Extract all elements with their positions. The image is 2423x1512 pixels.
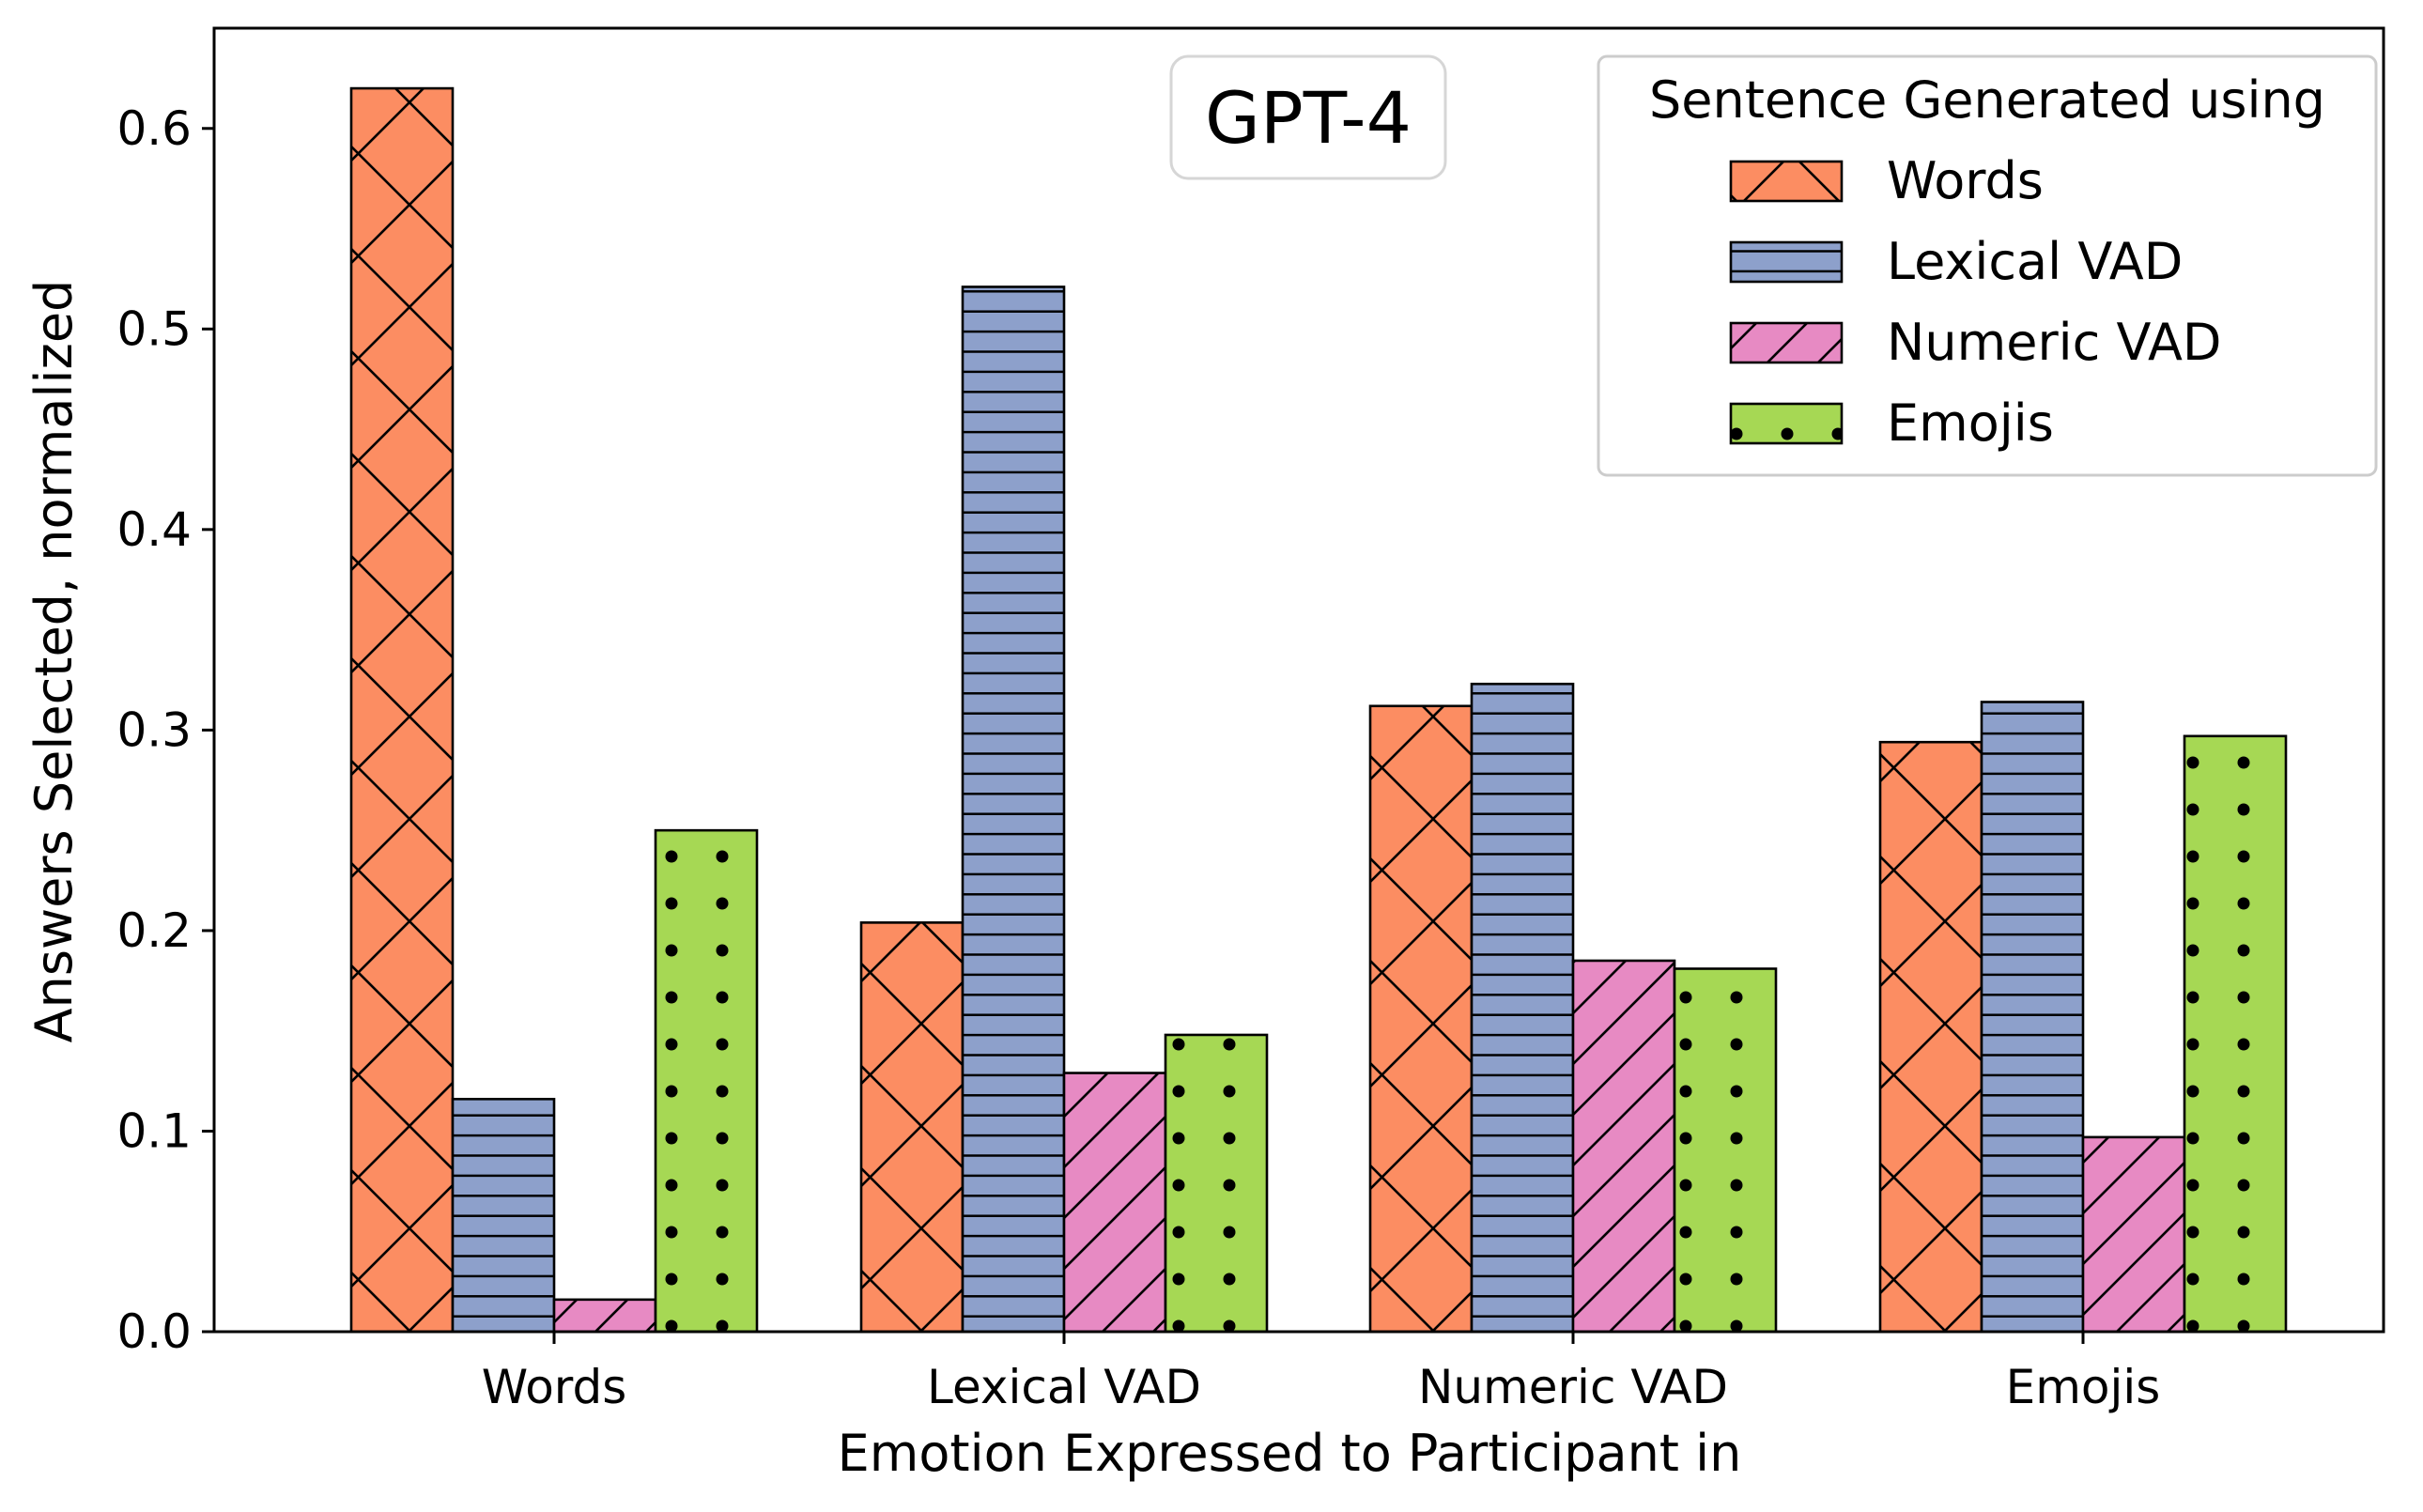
bar-numeric-vad-words: [552, 1298, 657, 1334]
annotation-text: GPT-4: [1205, 76, 1412, 160]
y-axis-label: Answers Selected, normalized: [24, 280, 84, 1043]
plot-frame: [212, 26, 2385, 1334]
legend-label-words: Words: [1887, 151, 2044, 210]
x-tick-label: Words: [482, 1360, 627, 1414]
x-axis-label: Emotion Expressed to Participant in: [838, 1424, 1742, 1483]
bar-words-numeric-vad: [1368, 704, 1474, 1334]
y-tick-label: 0.2: [116, 903, 192, 958]
x-tick-label: Numeric VAD: [1418, 1360, 1728, 1414]
x-tick-label: Emojis: [2006, 1360, 2161, 1414]
y-tick-label: 0.4: [116, 502, 192, 557]
legend-label-emojis: Emojis: [1887, 393, 2054, 453]
axes-layer: 0.0 0.1 0.2 0.3 0.4 0.5 0.6 Words Lexical VAD Num…: [24, 26, 2385, 1483]
legend-swatch-words: [1729, 160, 1844, 203]
legend-title: Sentence Generated using: [1649, 70, 2325, 130]
legend-swatch-lexical-vad: [1729, 240, 1844, 284]
bar-words-lexical-vad: [859, 921, 965, 1334]
x-tick-label: Lexical VAD: [927, 1360, 1201, 1414]
bar-emojis-words: [654, 828, 759, 1334]
bar-lexical-vad-words: [451, 1097, 556, 1334]
legend: Sentence Generated using Words Lexical VAD…: [1597, 54, 2378, 477]
bar-emojis-lexical-vad: [1164, 1033, 1269, 1334]
bar-lexical-vad-numeric-vad: [1470, 682, 1575, 1334]
legend-label-lexical-vad: Lexical VAD: [1887, 232, 2183, 291]
legend-label-numeric-vad: Numeric VAD: [1887, 313, 2222, 372]
bar-numeric-vad-numeric-vad: [1571, 959, 1676, 1334]
bar-lexical-vad-emojis: [1980, 701, 2085, 1334]
annotation-box: [1169, 54, 1447, 180]
bar-words-emojis: [1878, 740, 1983, 1334]
bar-numeric-vad-emojis: [2081, 1135, 2186, 1334]
annotation-layer: GPT-4: [1169, 54, 1447, 180]
y-tick-label: 0.3: [116, 702, 192, 757]
y-tick-label: 0.6: [116, 101, 192, 156]
y-tick-label: 0.0: [116, 1304, 192, 1359]
bar-words-words: [349, 86, 455, 1334]
y-tick-label: 0.1: [116, 1103, 192, 1158]
bar-numeric-vad-lexical-vad: [1062, 1072, 1167, 1334]
legend-swatch-emojis: [1729, 402, 1844, 445]
bar-emojis-numeric-vad: [1673, 967, 1778, 1334]
y-tick-label: 0.5: [116, 301, 192, 356]
bars-layer: [349, 86, 2288, 1334]
bar-emojis-emojis: [2183, 734, 2288, 1334]
bar-lexical-vad-lexical-vad: [961, 285, 1066, 1334]
legend-swatch-numeric-vad: [1729, 321, 1844, 364]
